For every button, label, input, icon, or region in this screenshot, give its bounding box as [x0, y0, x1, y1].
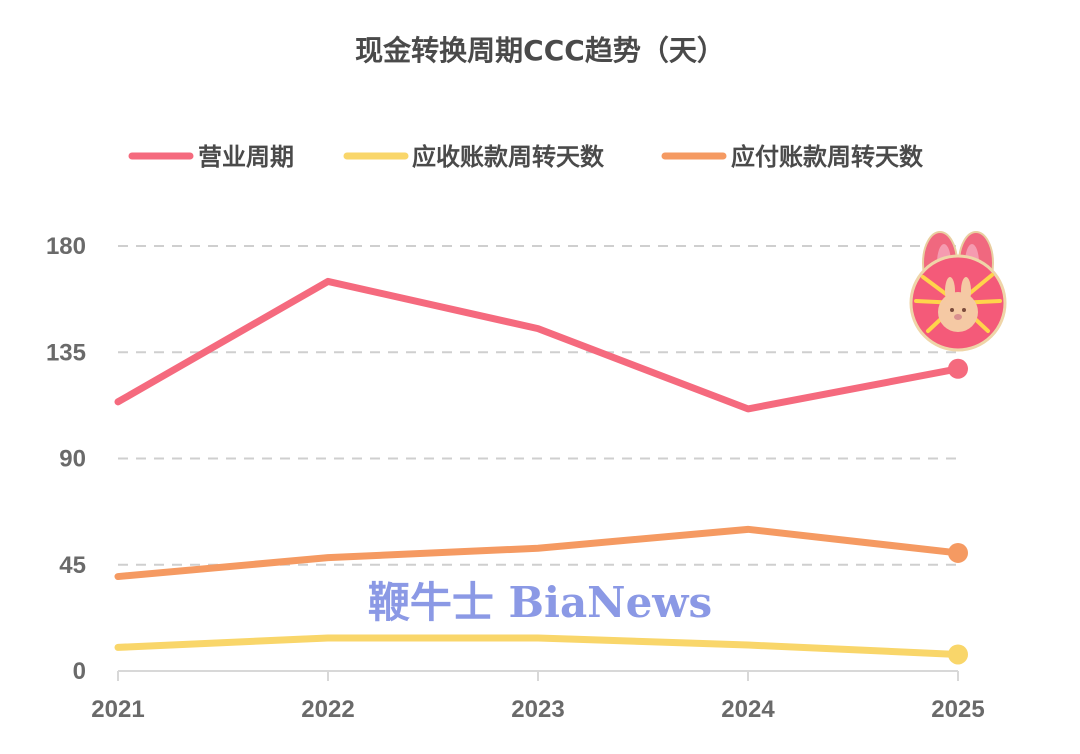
axis-layer	[117, 670, 959, 681]
grid-layer	[118, 245, 958, 566]
rabbit-sticker-icon	[909, 231, 1007, 352]
series-line-1	[114, 634, 962, 658]
series-end-point-1	[948, 644, 968, 665]
marker-layer	[948, 358, 968, 665]
series-end-point-2	[948, 542, 968, 563]
series-line-2	[114, 525, 962, 581]
x-tick-label: 2023	[511, 696, 564, 723]
x-tick-label: 2022	[301, 696, 354, 723]
y-tick-label: 0	[73, 658, 86, 685]
tick-layer: 0 45 90 135 180 2021 2022 2023 2024 2025	[46, 233, 985, 723]
y-tick-label: 135	[46, 339, 86, 366]
chart-title: 现金转换周期CCC趋势（天）	[355, 34, 725, 67]
y-tick-label: 45	[59, 552, 86, 579]
y-tick-label: 180	[46, 233, 86, 260]
series-line-0	[114, 277, 962, 413]
series-end-point-0	[948, 358, 968, 379]
watermark-text: 鞭牛士 BiaNews	[368, 578, 712, 627]
legend-label-payable-days: 应付账款周转天数	[731, 143, 924, 171]
y-tick-label: 90	[59, 446, 86, 473]
x-tick-label: 2021	[91, 696, 144, 723]
legend-label-receivable-days: 应收账款周转天数	[412, 143, 605, 171]
legend: 营业周期 应收账款周转天数 应付账款周转天数	[128, 143, 924, 171]
x-tick-label: 2025	[931, 696, 984, 723]
series-layer	[114, 277, 962, 658]
legend-label-operating-cycle: 营业周期	[198, 143, 294, 171]
x-tick-label: 2024	[721, 696, 775, 723]
